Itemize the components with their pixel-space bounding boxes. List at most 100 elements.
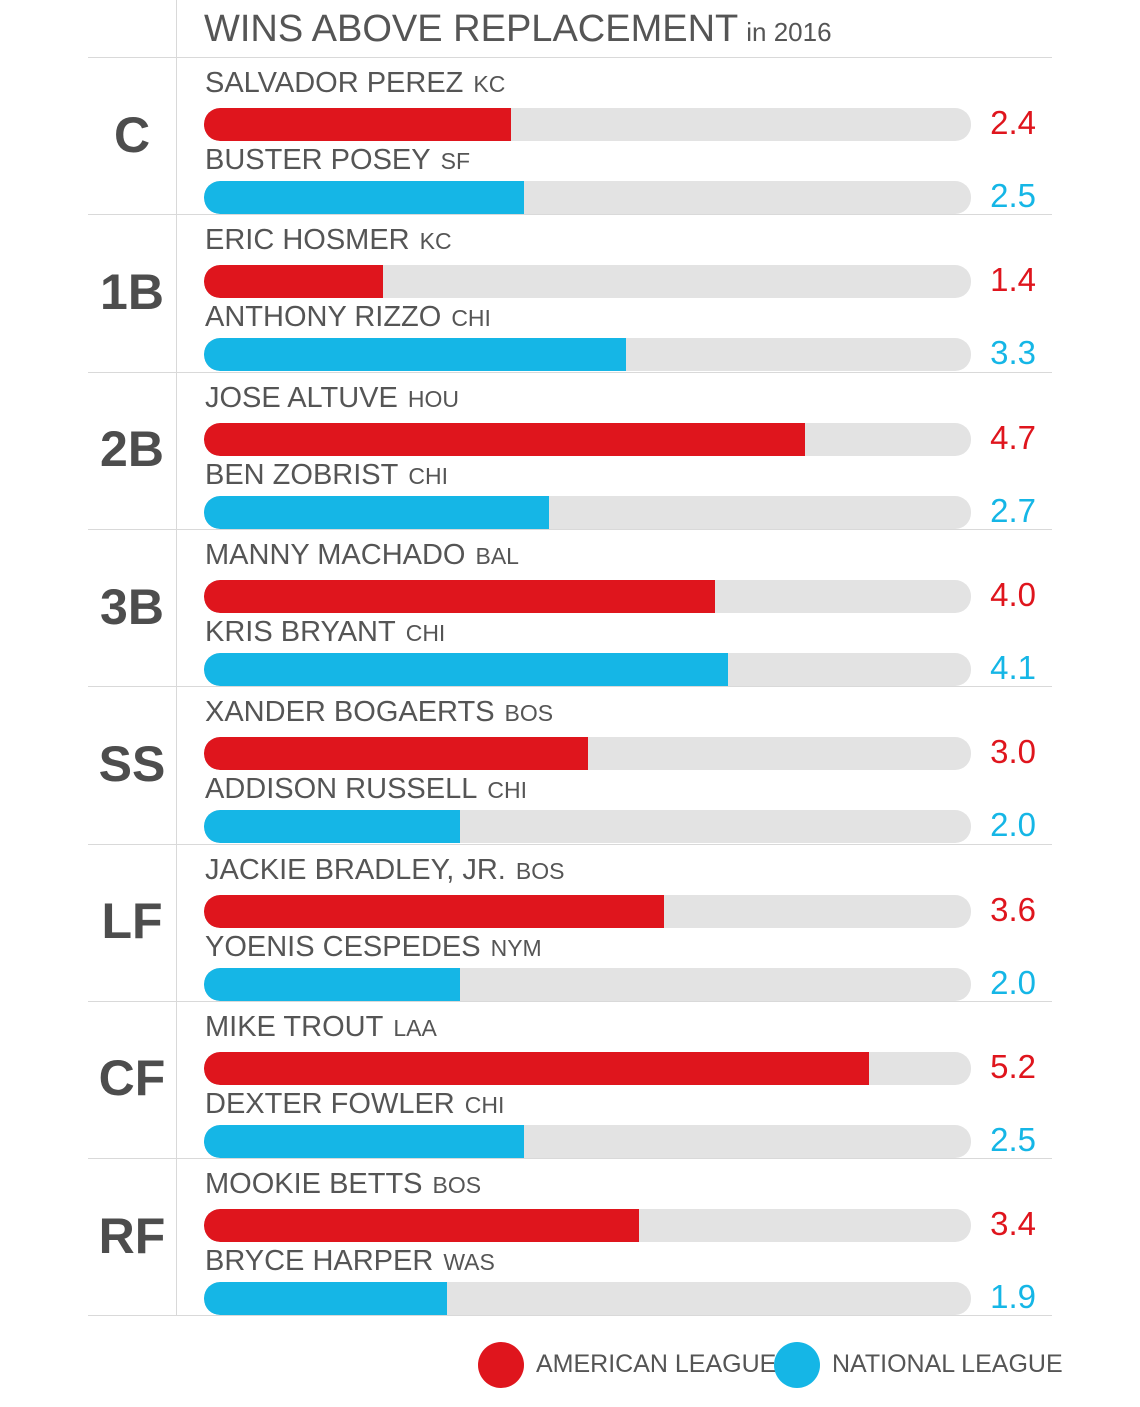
team-label: CHI (408, 462, 448, 489)
player-name: XANDER BOGAERTS BOS (205, 696, 553, 729)
legend-label: AMERICAN LEAGUE (536, 1350, 777, 1378)
bar-american (204, 1051, 869, 1085)
player-name: MOOKIE BETTS BOS (205, 1168, 481, 1201)
position-label: CF (98, 1050, 166, 1107)
team-label: CHI (405, 619, 446, 646)
separator-line (88, 528, 1052, 530)
team-label: SF (440, 148, 471, 174)
legend-dot (774, 1342, 820, 1388)
value-label: 1.4 (990, 261, 1036, 299)
bar-track (204, 652, 971, 686)
player-name: KRIS BRYANT CHI (205, 616, 445, 649)
chart-subtitle: in 2016 (746, 17, 832, 47)
player-name-text: XANDER BOGAERTS (205, 696, 495, 729)
position-group-3b: 3B MANNY MACHADO BAL 4.0 KRIS BRYANT CHI 4.1 (88, 529, 1052, 686)
player-name-text: SALVADOR PEREZ (205, 67, 464, 99)
bar-track (204, 894, 971, 928)
position-group-rf: RF MOOKIE BETTS BOS 3.4 BRYCE HARPER WAS 1.9 (88, 1158, 1052, 1316)
team-label: KC (473, 71, 506, 97)
position-label: SS (98, 735, 166, 792)
player-name-text: BEN ZOBRIST (205, 458, 399, 491)
separator-line (88, 1158, 1052, 1160)
player-name: ANTHONY RIZZO CHI (205, 301, 491, 334)
value-label: 3.3 (990, 334, 1036, 372)
bar-track (204, 967, 971, 1001)
bar-track (204, 265, 971, 299)
team-label: WAS (443, 1249, 495, 1276)
position-group-lf: LF JACKIE BRADLEY, JR. BOS 3.6 YOENIS CESPED… (88, 844, 1052, 1001)
chart-title-main: WINS ABOVE REPLACEMENT (204, 8, 739, 50)
player-name-text: YOENIS CESPEDES (205, 930, 481, 963)
bar-track (204, 579, 971, 613)
bar-national (204, 495, 550, 529)
value-label: 3.4 (990, 1205, 1036, 1243)
separator-line (88, 843, 1052, 845)
player-name-text: JACKIE BRADLEY, JR. (205, 853, 506, 886)
value-label: 5.2 (990, 1047, 1036, 1085)
player-name: MANNY MACHADO BAL (205, 539, 519, 572)
team-label: CHI (487, 777, 527, 804)
player-name: YOENIS CESPEDES NYM (205, 931, 542, 964)
position-column-divider (176, 0, 177, 1316)
value-label: 4.0 (990, 575, 1036, 613)
team-label: CHI (464, 1091, 505, 1118)
player-name-text: DEXTER FOWLER (205, 1087, 455, 1120)
player-name-text: BRYCE HARPER (205, 1245, 434, 1278)
position-group-1b: 1B ERIC HOSMER KC 1.4 ANTHONY RIZZO CHI 3.3 (88, 214, 1052, 372)
team-label: LAA (393, 1014, 437, 1041)
bar-track (204, 1209, 971, 1243)
separator-line (88, 371, 1052, 373)
team-label: BOS (515, 857, 565, 884)
bar-american (204, 894, 665, 928)
bar-national (204, 1124, 524, 1158)
player-name-text: MANNY MACHADO (205, 538, 466, 571)
player-name-text: BUSTER POSEY (205, 144, 431, 176)
bar-track (204, 181, 971, 214)
player-name: BEN ZOBRIST CHI (205, 459, 448, 492)
team-label: CHI (451, 305, 491, 332)
separator-line (88, 57, 1052, 58)
bar-track (204, 737, 971, 771)
value-label: 2.5 (990, 177, 1036, 214)
value-label: 4.7 (990, 418, 1036, 456)
value-label: 2.7 (990, 491, 1036, 529)
separator-line (88, 1315, 1052, 1317)
team-label: BOS (432, 1172, 482, 1199)
position-label: 2B (100, 421, 164, 478)
bar-american (204, 265, 383, 299)
separator-line (88, 1000, 1052, 1002)
bar-track (204, 1124, 971, 1158)
team-label: HOU (407, 385, 459, 412)
bar-track (204, 495, 971, 529)
player-name-text: KRIS BRYANT (205, 615, 396, 648)
player-name: ADDISON RUSSELL CHI (205, 773, 527, 806)
bar-american (204, 579, 716, 613)
team-label: BAL (475, 542, 519, 569)
value-label: 4.1 (990, 648, 1036, 686)
value-label: 3.6 (990, 890, 1036, 928)
bar-american (204, 108, 511, 141)
bar-american (204, 1209, 639, 1243)
player-name: BUSTER POSEY SF (205, 144, 470, 177)
bar-national (204, 181, 524, 214)
value-label: 2.5 (990, 1120, 1036, 1158)
player-name-text: ERIC HOSMER (205, 224, 410, 257)
position-group-cf: CF MIKE TROUT LAA 5.2 DEXTER FOWLER CHI 2.5 (88, 1001, 1052, 1158)
bar-track (204, 422, 971, 456)
bar-track (204, 108, 971, 141)
position-label: 1B (100, 263, 164, 320)
bar-track (204, 1051, 971, 1085)
position-label: LF (101, 893, 163, 950)
bar-track (204, 338, 971, 372)
team-label: BOS (504, 700, 554, 727)
player-name-text: MOOKIE BETTS (205, 1168, 423, 1201)
bar-national (204, 1282, 447, 1316)
value-label: 2.0 (990, 963, 1036, 1001)
bar-american (204, 422, 805, 456)
player-name: JOSE ALTUVE HOU (205, 382, 459, 415)
value-label: 2.0 (990, 806, 1036, 844)
player-name: DEXTER FOWLER CHI (205, 1088, 504, 1121)
separator-line (88, 214, 1052, 216)
separator-line (88, 686, 1052, 688)
player-name: SALVADOR PEREZ KC (205, 67, 505, 100)
